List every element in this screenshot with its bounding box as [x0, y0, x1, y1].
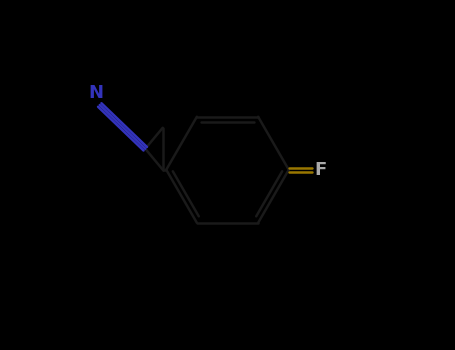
Text: F: F: [314, 161, 327, 179]
Text: N: N: [88, 84, 103, 102]
